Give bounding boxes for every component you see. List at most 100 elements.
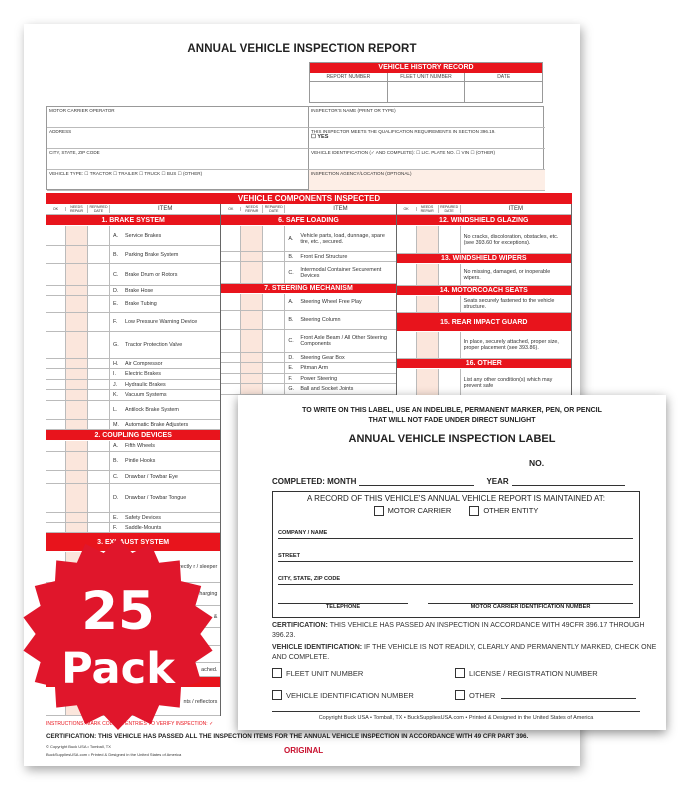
repaired-date-cell[interactable]	[88, 452, 110, 470]
ok-cell[interactable]	[221, 374, 242, 383]
mc-id-field[interactable]: MOTOR CARRIER IDENTIFICATION NUMBER	[428, 603, 633, 610]
needs-repair-cell[interactable]	[66, 369, 88, 379]
repaired-date-cell[interactable]	[263, 262, 286, 283]
needs-repair-cell[interactable]	[416, 264, 439, 285]
ok-cell[interactable]	[221, 252, 242, 261]
month-field[interactable]	[359, 478, 475, 486]
ok-cell[interactable]	[46, 523, 66, 532]
inspector-name-field[interactable]: INSPECTOR'S NAME (PRINT OR TYPE)	[309, 107, 545, 128]
vin-option[interactable]: VEHICLE IDENTIFICATION NUMBER	[272, 690, 414, 700]
repaired-date-cell[interactable]	[263, 384, 286, 394]
vehicle-identification-field[interactable]: VEHICLE IDENTIFICATION (✓ AND COMPLETE):…	[309, 149, 545, 170]
repaired-date-cell[interactable]	[439, 226, 461, 253]
ok-cell[interactable]	[46, 313, 66, 331]
ok-cell[interactable]	[46, 296, 66, 312]
repaired-date-cell[interactable]	[263, 353, 286, 362]
repaired-date-cell[interactable]	[263, 363, 286, 373]
repaired-date-cell[interactable]	[88, 286, 110, 295]
needs-repair-cell[interactable]	[241, 374, 264, 383]
needs-repair-cell[interactable]	[416, 226, 439, 253]
needs-repair-cell[interactable]	[66, 296, 88, 312]
needs-repair-cell[interactable]	[66, 523, 88, 532]
repaired-date-cell[interactable]	[88, 523, 110, 532]
vin-checkbox[interactable]	[272, 690, 282, 700]
needs-repair-cell[interactable]	[66, 332, 88, 358]
other-option[interactable]: OTHER	[455, 690, 637, 700]
needs-repair-cell[interactable]	[241, 294, 264, 310]
repaired-date-cell[interactable]	[88, 380, 110, 389]
inspection-agency-field[interactable]: INSPECTION AGENCY/LOCATION (OPTIONAL)	[309, 170, 545, 191]
ok-cell[interactable]	[46, 359, 66, 368]
needs-repair-cell[interactable]	[66, 484, 88, 512]
repaired-date-cell[interactable]	[88, 513, 110, 522]
ok-cell[interactable]	[46, 286, 66, 295]
repaired-date-cell[interactable]	[88, 471, 110, 483]
ok-cell[interactable]	[397, 226, 417, 253]
needs-repair-cell[interactable]	[241, 353, 264, 362]
repaired-date-cell[interactable]	[88, 226, 110, 245]
needs-repair-cell[interactable]	[66, 264, 88, 285]
ok-cell[interactable]	[46, 471, 66, 483]
ok-cell[interactable]	[397, 264, 417, 285]
ok-cell[interactable]	[221, 226, 242, 251]
ok-cell[interactable]	[221, 384, 242, 394]
ok-cell[interactable]	[397, 332, 417, 358]
repaired-date-cell[interactable]	[439, 369, 461, 396]
ok-cell[interactable]	[221, 311, 242, 329]
address-field[interactable]: ADDRESS	[47, 128, 309, 149]
needs-repair-cell[interactable]	[241, 311, 264, 329]
needs-repair-cell[interactable]	[416, 296, 439, 312]
ok-cell[interactable]	[221, 262, 242, 283]
street-field[interactable]: STREET	[278, 553, 633, 562]
needs-repair-cell[interactable]	[66, 420, 88, 429]
repaired-date-cell[interactable]	[88, 313, 110, 331]
other-entity-checkbox[interactable]	[469, 506, 480, 517]
needs-repair-cell[interactable]	[241, 262, 264, 283]
qualification-field[interactable]: THIS INSPECTOR MEETS THE QUALIFICATION R…	[309, 128, 545, 149]
repaired-date-cell[interactable]	[263, 294, 286, 310]
ok-cell[interactable]	[397, 369, 417, 396]
repaired-date-cell[interactable]	[263, 311, 286, 329]
year-field[interactable]	[511, 478, 625, 486]
ok-cell[interactable]	[46, 246, 66, 263]
other-checkbox[interactable]	[455, 690, 465, 700]
repaired-date-cell[interactable]	[263, 252, 286, 261]
repaired-date-cell[interactable]	[439, 332, 461, 358]
report-number-field[interactable]	[310, 82, 388, 102]
ok-cell[interactable]	[397, 296, 417, 312]
needs-repair-cell[interactable]	[241, 330, 264, 352]
ok-cell[interactable]	[221, 294, 242, 310]
needs-repair-cell[interactable]	[416, 369, 439, 396]
vehicle-type-field[interactable]: VEHICLE TYPE: ☐ TRACTOR ☐ TRAILER ☐ TRUC…	[47, 170, 309, 191]
fleet-unit-field[interactable]	[388, 82, 466, 102]
ok-cell[interactable]	[46, 484, 66, 512]
repaired-date-cell[interactable]	[88, 296, 110, 312]
repaired-date-cell[interactable]	[263, 226, 286, 251]
repaired-date-cell[interactable]	[88, 420, 110, 429]
city-state-zip-field[interactable]: CITY, STATE, ZIP CODE	[278, 576, 633, 585]
needs-repair-cell[interactable]	[66, 390, 88, 400]
ok-cell[interactable]	[46, 264, 66, 285]
ok-cell[interactable]	[46, 332, 66, 358]
repaired-date-cell[interactable]	[88, 332, 110, 358]
fleet-unit-checkbox[interactable]	[272, 668, 282, 678]
ok-cell[interactable]	[46, 401, 66, 419]
repaired-date-cell[interactable]	[88, 441, 110, 451]
needs-repair-cell[interactable]	[66, 471, 88, 483]
repaired-date-cell[interactable]	[88, 401, 110, 419]
repaired-date-cell[interactable]	[263, 330, 286, 352]
repaired-date-cell[interactable]	[88, 264, 110, 285]
needs-repair-cell[interactable]	[66, 313, 88, 331]
repaired-date-cell[interactable]	[88, 359, 110, 368]
ok-cell[interactable]	[221, 330, 242, 352]
repaired-date-cell[interactable]	[439, 264, 461, 285]
license-checkbox[interactable]	[455, 668, 465, 678]
ok-cell[interactable]	[46, 513, 66, 522]
repaired-date-cell[interactable]	[88, 390, 110, 400]
ok-cell[interactable]	[46, 390, 66, 400]
needs-repair-cell[interactable]	[241, 252, 264, 261]
company-name-field[interactable]: COMPANY / NAME	[278, 530, 633, 539]
ok-cell[interactable]	[46, 441, 66, 451]
repaired-date-cell[interactable]	[88, 369, 110, 379]
needs-repair-cell[interactable]	[66, 401, 88, 419]
